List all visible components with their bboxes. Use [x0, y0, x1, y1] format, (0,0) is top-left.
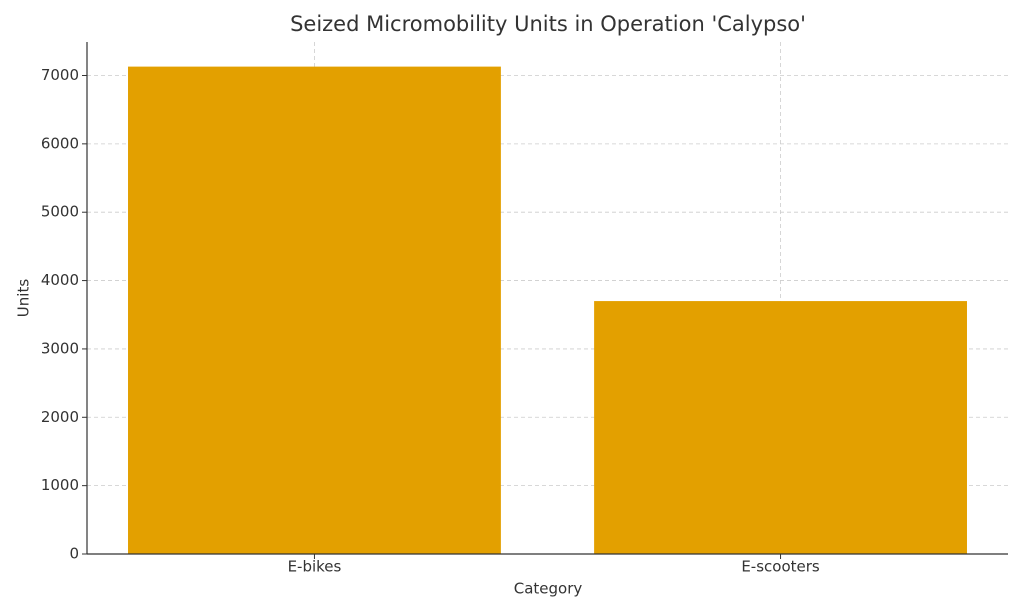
chart-title: Seized Micromobility Units in Operation …	[290, 12, 806, 36]
y-tick-label: 2000	[41, 408, 79, 426]
y-tick-label: 6000	[41, 134, 79, 152]
x-tick-label: E-scooters	[741, 558, 820, 576]
y-tick-label: 1000	[41, 476, 79, 494]
x-tick-label: E-bikes	[288, 558, 342, 576]
y-tick-label: 4000	[41, 271, 79, 289]
bar	[128, 66, 501, 554]
y-tick-label: 0	[69, 545, 79, 563]
y-tick-label: 3000	[41, 339, 79, 357]
y-tick-label: 7000	[41, 66, 79, 84]
y-tick-label: 5000	[41, 203, 79, 221]
bar	[594, 301, 967, 554]
x-axis-label: Category	[514, 580, 583, 598]
y-axis-label: Units	[15, 279, 33, 318]
